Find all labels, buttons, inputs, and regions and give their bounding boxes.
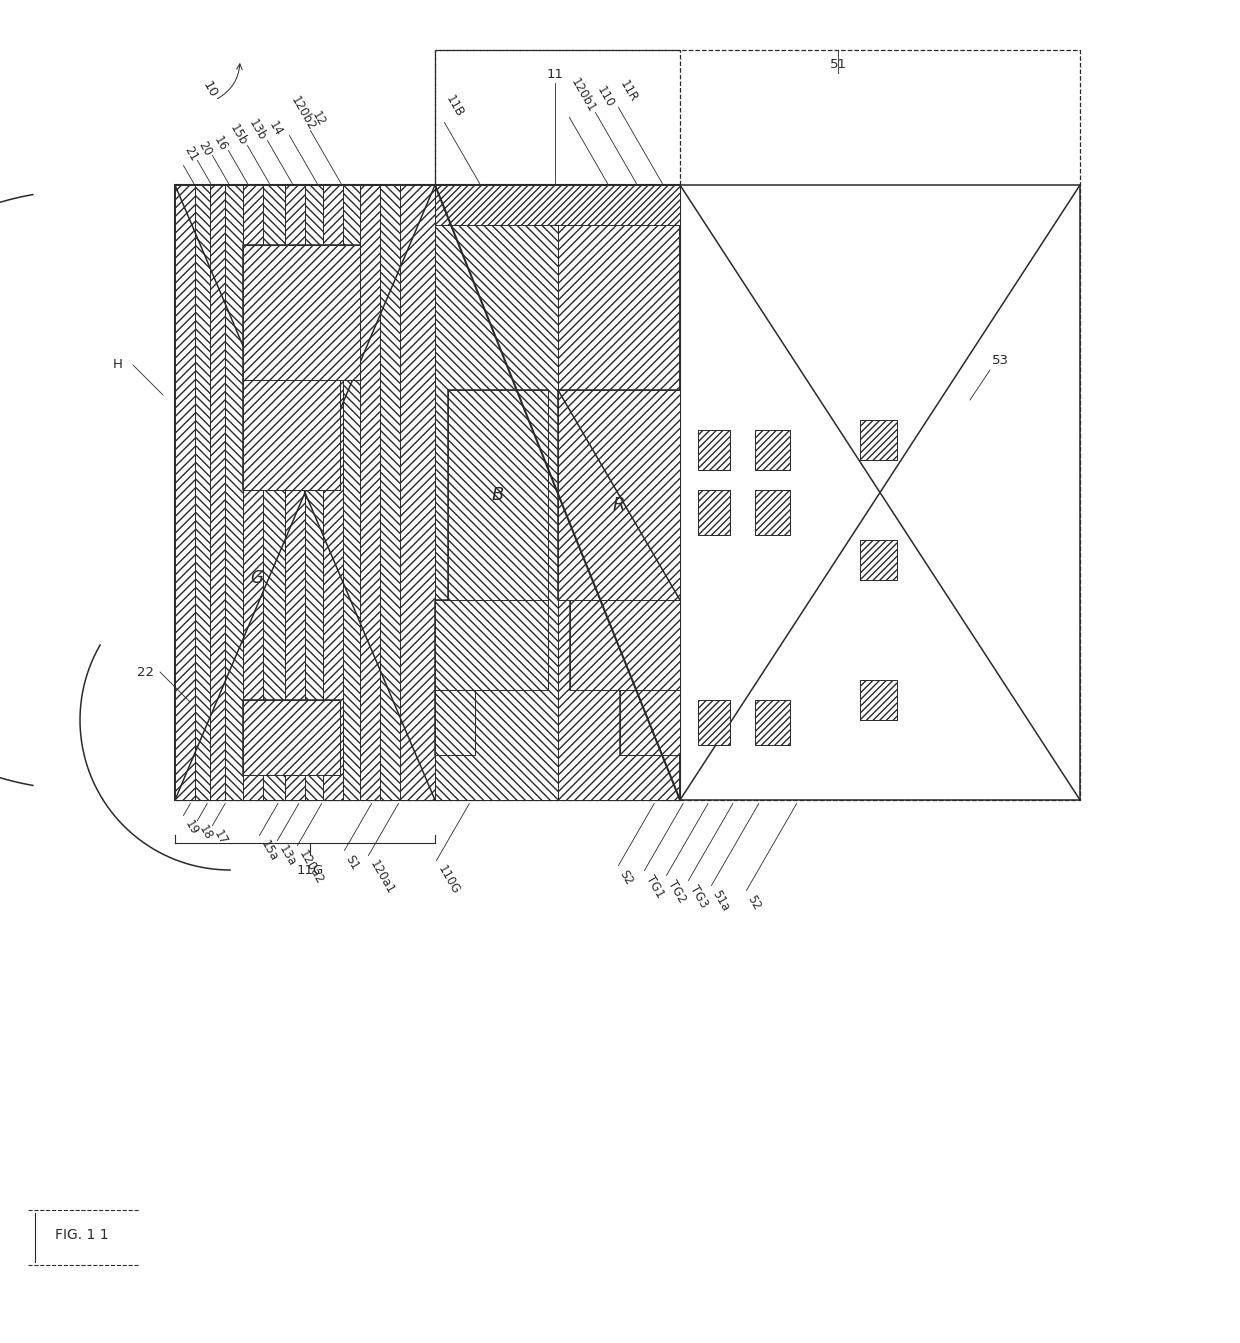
Bar: [570, 600, 680, 690]
Text: 10: 10: [200, 79, 219, 101]
Text: 11B: 11B: [443, 94, 466, 120]
Text: 18: 18: [196, 823, 215, 842]
Bar: [861, 680, 897, 720]
Text: 12: 12: [309, 109, 327, 128]
Bar: [680, 185, 1080, 800]
Bar: [243, 380, 340, 490]
Text: 120b1: 120b1: [568, 77, 598, 115]
Text: 11: 11: [547, 68, 563, 82]
Bar: [558, 185, 680, 800]
Text: 52: 52: [745, 893, 764, 912]
Bar: [305, 185, 322, 800]
Bar: [861, 540, 897, 580]
Bar: [263, 185, 285, 800]
Text: 19: 19: [182, 818, 201, 838]
Text: TG3: TG3: [687, 882, 711, 911]
Bar: [861, 540, 897, 580]
Text: 13b: 13b: [246, 117, 268, 142]
Bar: [243, 244, 360, 380]
Text: 110: 110: [594, 85, 616, 110]
Bar: [435, 600, 548, 690]
Bar: [698, 490, 730, 535]
Bar: [435, 50, 680, 185]
Text: R: R: [613, 496, 625, 514]
Bar: [698, 430, 730, 470]
Bar: [175, 185, 195, 800]
Text: 120a2: 120a2: [296, 847, 326, 886]
Bar: [558, 389, 680, 600]
Text: 14: 14: [267, 118, 285, 138]
Bar: [620, 690, 680, 755]
Bar: [195, 185, 210, 800]
Text: FIG. 1 1: FIG. 1 1: [55, 1228, 109, 1242]
Bar: [861, 420, 897, 461]
Text: 15a: 15a: [258, 838, 280, 864]
Bar: [322, 185, 343, 800]
Bar: [698, 490, 730, 535]
Bar: [448, 389, 548, 600]
Bar: [175, 185, 435, 800]
Bar: [175, 185, 680, 800]
Text: 20: 20: [196, 138, 215, 158]
Text: G: G: [250, 569, 263, 587]
Bar: [435, 50, 1080, 800]
Bar: [435, 690, 475, 755]
Bar: [755, 490, 790, 535]
Bar: [360, 185, 379, 800]
Text: 53: 53: [992, 353, 1008, 367]
Text: 11G: 11G: [296, 864, 324, 877]
Bar: [243, 244, 360, 380]
Bar: [755, 700, 790, 745]
Bar: [285, 185, 305, 800]
Bar: [435, 600, 548, 690]
Text: S2: S2: [618, 868, 636, 888]
Bar: [210, 185, 224, 800]
Bar: [435, 185, 570, 800]
Bar: [435, 690, 475, 755]
Bar: [448, 389, 548, 600]
Bar: [698, 700, 730, 745]
Text: 120b2: 120b2: [288, 94, 317, 133]
Text: 13a: 13a: [277, 843, 299, 869]
Text: 51a: 51a: [711, 888, 733, 913]
Bar: [698, 430, 730, 470]
Bar: [243, 700, 340, 775]
Bar: [755, 430, 790, 470]
Bar: [755, 430, 790, 470]
Text: 21: 21: [182, 144, 201, 163]
Bar: [558, 389, 680, 600]
Bar: [379, 185, 401, 800]
Text: TG2: TG2: [665, 878, 688, 905]
Text: S1: S1: [343, 853, 362, 873]
Text: H: H: [113, 359, 123, 372]
Bar: [243, 380, 340, 490]
Bar: [620, 690, 680, 755]
Bar: [861, 680, 897, 720]
Text: 120a1: 120a1: [367, 858, 397, 897]
Bar: [224, 185, 243, 800]
Bar: [755, 490, 790, 535]
Bar: [861, 420, 897, 461]
Bar: [435, 185, 680, 226]
Text: 17: 17: [211, 829, 229, 847]
Bar: [343, 185, 360, 800]
Text: 16: 16: [211, 133, 229, 153]
Text: 110G: 110G: [435, 864, 463, 897]
Bar: [698, 700, 730, 745]
Bar: [243, 700, 340, 775]
Text: TG1: TG1: [644, 873, 666, 900]
Text: 51: 51: [830, 59, 847, 71]
Bar: [755, 700, 790, 745]
Bar: [570, 600, 680, 690]
Text: 11R: 11R: [618, 78, 640, 105]
Text: 22: 22: [136, 666, 154, 678]
Bar: [401, 185, 435, 800]
Text: 15b: 15b: [227, 122, 249, 148]
Bar: [243, 185, 263, 800]
Text: B: B: [492, 486, 505, 504]
